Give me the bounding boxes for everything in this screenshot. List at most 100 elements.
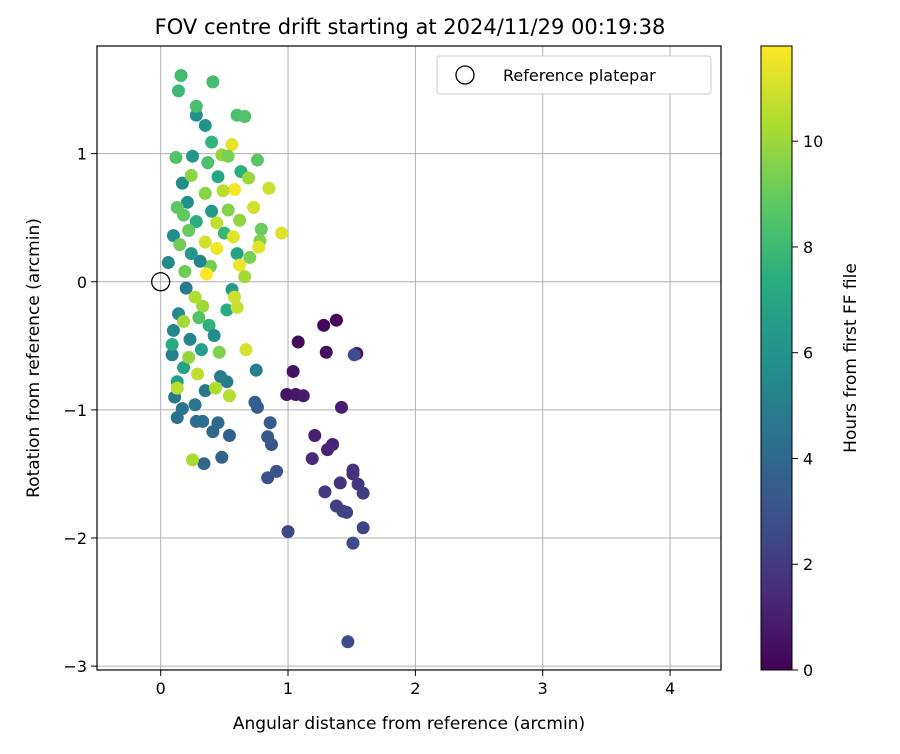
data-point: [230, 300, 244, 314]
data-point: [305, 452, 319, 466]
x-axis-ticks: 0 1 2 3 4: [156, 670, 675, 698]
data-point: [197, 457, 211, 471]
data-point: [308, 429, 322, 443]
data-point: [239, 343, 253, 357]
data-point: [184, 168, 198, 182]
data-point: [280, 388, 294, 402]
data-point: [210, 216, 224, 230]
colorbar-gradient: [760, 45, 793, 671]
data-point: [194, 343, 208, 357]
data-point: [165, 348, 179, 362]
data-point: [186, 453, 200, 467]
data-point: [242, 171, 256, 185]
data-point: [205, 135, 219, 149]
data-point: [346, 467, 360, 481]
data-point: [182, 224, 196, 238]
data-point: [191, 367, 205, 381]
data-point: [198, 118, 212, 132]
data-point: [189, 99, 203, 113]
data-point: [210, 241, 224, 255]
data-point: [201, 156, 215, 170]
data-point: [281, 525, 295, 539]
data-point: [262, 181, 276, 195]
legend-box: [436, 55, 712, 95]
data-point: [175, 402, 189, 416]
data-point: [250, 153, 264, 167]
data-point: [202, 318, 216, 332]
data-point: [335, 400, 349, 414]
data-point: [177, 314, 191, 328]
data-point: [196, 299, 210, 313]
data-point: [186, 149, 200, 163]
y-tick-label: −1: [63, 401, 87, 420]
data-point: [166, 323, 180, 337]
data-point: [318, 485, 332, 499]
data-point: [275, 226, 289, 240]
data-point: [200, 267, 214, 281]
data-point: [189, 108, 203, 122]
data-point: [238, 270, 252, 284]
data-point: [198, 235, 212, 249]
data-point: [356, 486, 370, 500]
data-point: [247, 200, 261, 214]
colorbar-tick-label: 6: [803, 344, 813, 363]
reference-platepar-marker: [151, 272, 171, 292]
colorbar: 0 2 4 6 8 10 Hours from first FF file: [760, 45, 861, 680]
colorbar-ticks: 0 2 4 6 8 10: [792, 132, 823, 680]
data-point: [225, 138, 239, 152]
data-point: [165, 338, 179, 352]
data-point: [188, 290, 202, 304]
data-point: [333, 476, 347, 490]
x-axis-label: Angular distance from reference (arcmin): [233, 714, 585, 734]
data-point: [329, 313, 343, 327]
data-point: [188, 398, 202, 412]
data-point: [179, 281, 193, 295]
grid-lines: [97, 46, 721, 670]
data-point: [341, 635, 355, 649]
data-point: [174, 68, 188, 82]
data-point: [221, 149, 235, 163]
x-tick-label: 1: [283, 679, 293, 698]
data-point: [254, 222, 268, 236]
data-point: [291, 335, 305, 349]
data-point: [319, 345, 333, 359]
data-point: [222, 429, 236, 443]
data-point: [340, 505, 354, 519]
x-tick-label: 4: [665, 679, 675, 698]
data-point: [347, 348, 361, 362]
data-point: [320, 443, 334, 457]
data-point: [166, 229, 180, 243]
y-tick-label: −3: [63, 657, 87, 676]
data-points: [161, 68, 370, 649]
y-tick-label: −2: [63, 529, 87, 548]
data-point: [220, 303, 234, 317]
data-point: [208, 381, 222, 395]
data-point: [215, 450, 229, 464]
y-tick-label: 0: [77, 273, 87, 292]
y-axis-ticks: −3 −2 −1 0 1: [63, 145, 97, 676]
data-point: [238, 109, 252, 123]
data-point: [182, 350, 196, 364]
data-point: [228, 183, 242, 197]
data-point: [263, 416, 277, 430]
data-point: [207, 329, 221, 343]
data-point: [211, 416, 225, 430]
x-tick-label: 0: [156, 679, 166, 698]
data-point: [261, 430, 275, 444]
data-point: [270, 464, 284, 478]
data-point: [356, 521, 370, 535]
data-point: [228, 290, 242, 304]
data-point: [183, 332, 197, 346]
data-point: [169, 150, 183, 164]
data-point: [161, 256, 175, 270]
data-point: [205, 204, 219, 218]
data-point: [206, 75, 220, 89]
reference-marker-group: [151, 272, 171, 292]
data-point: [221, 203, 235, 217]
chart-title: FOV centre drift starting at 2024/11/29 …: [155, 15, 666, 39]
data-point: [222, 389, 236, 403]
data-point: [233, 213, 247, 227]
plot-frame: [96, 45, 722, 671]
x-tick-label: 2: [410, 679, 420, 698]
colorbar-tick-label: 10: [803, 132, 823, 151]
